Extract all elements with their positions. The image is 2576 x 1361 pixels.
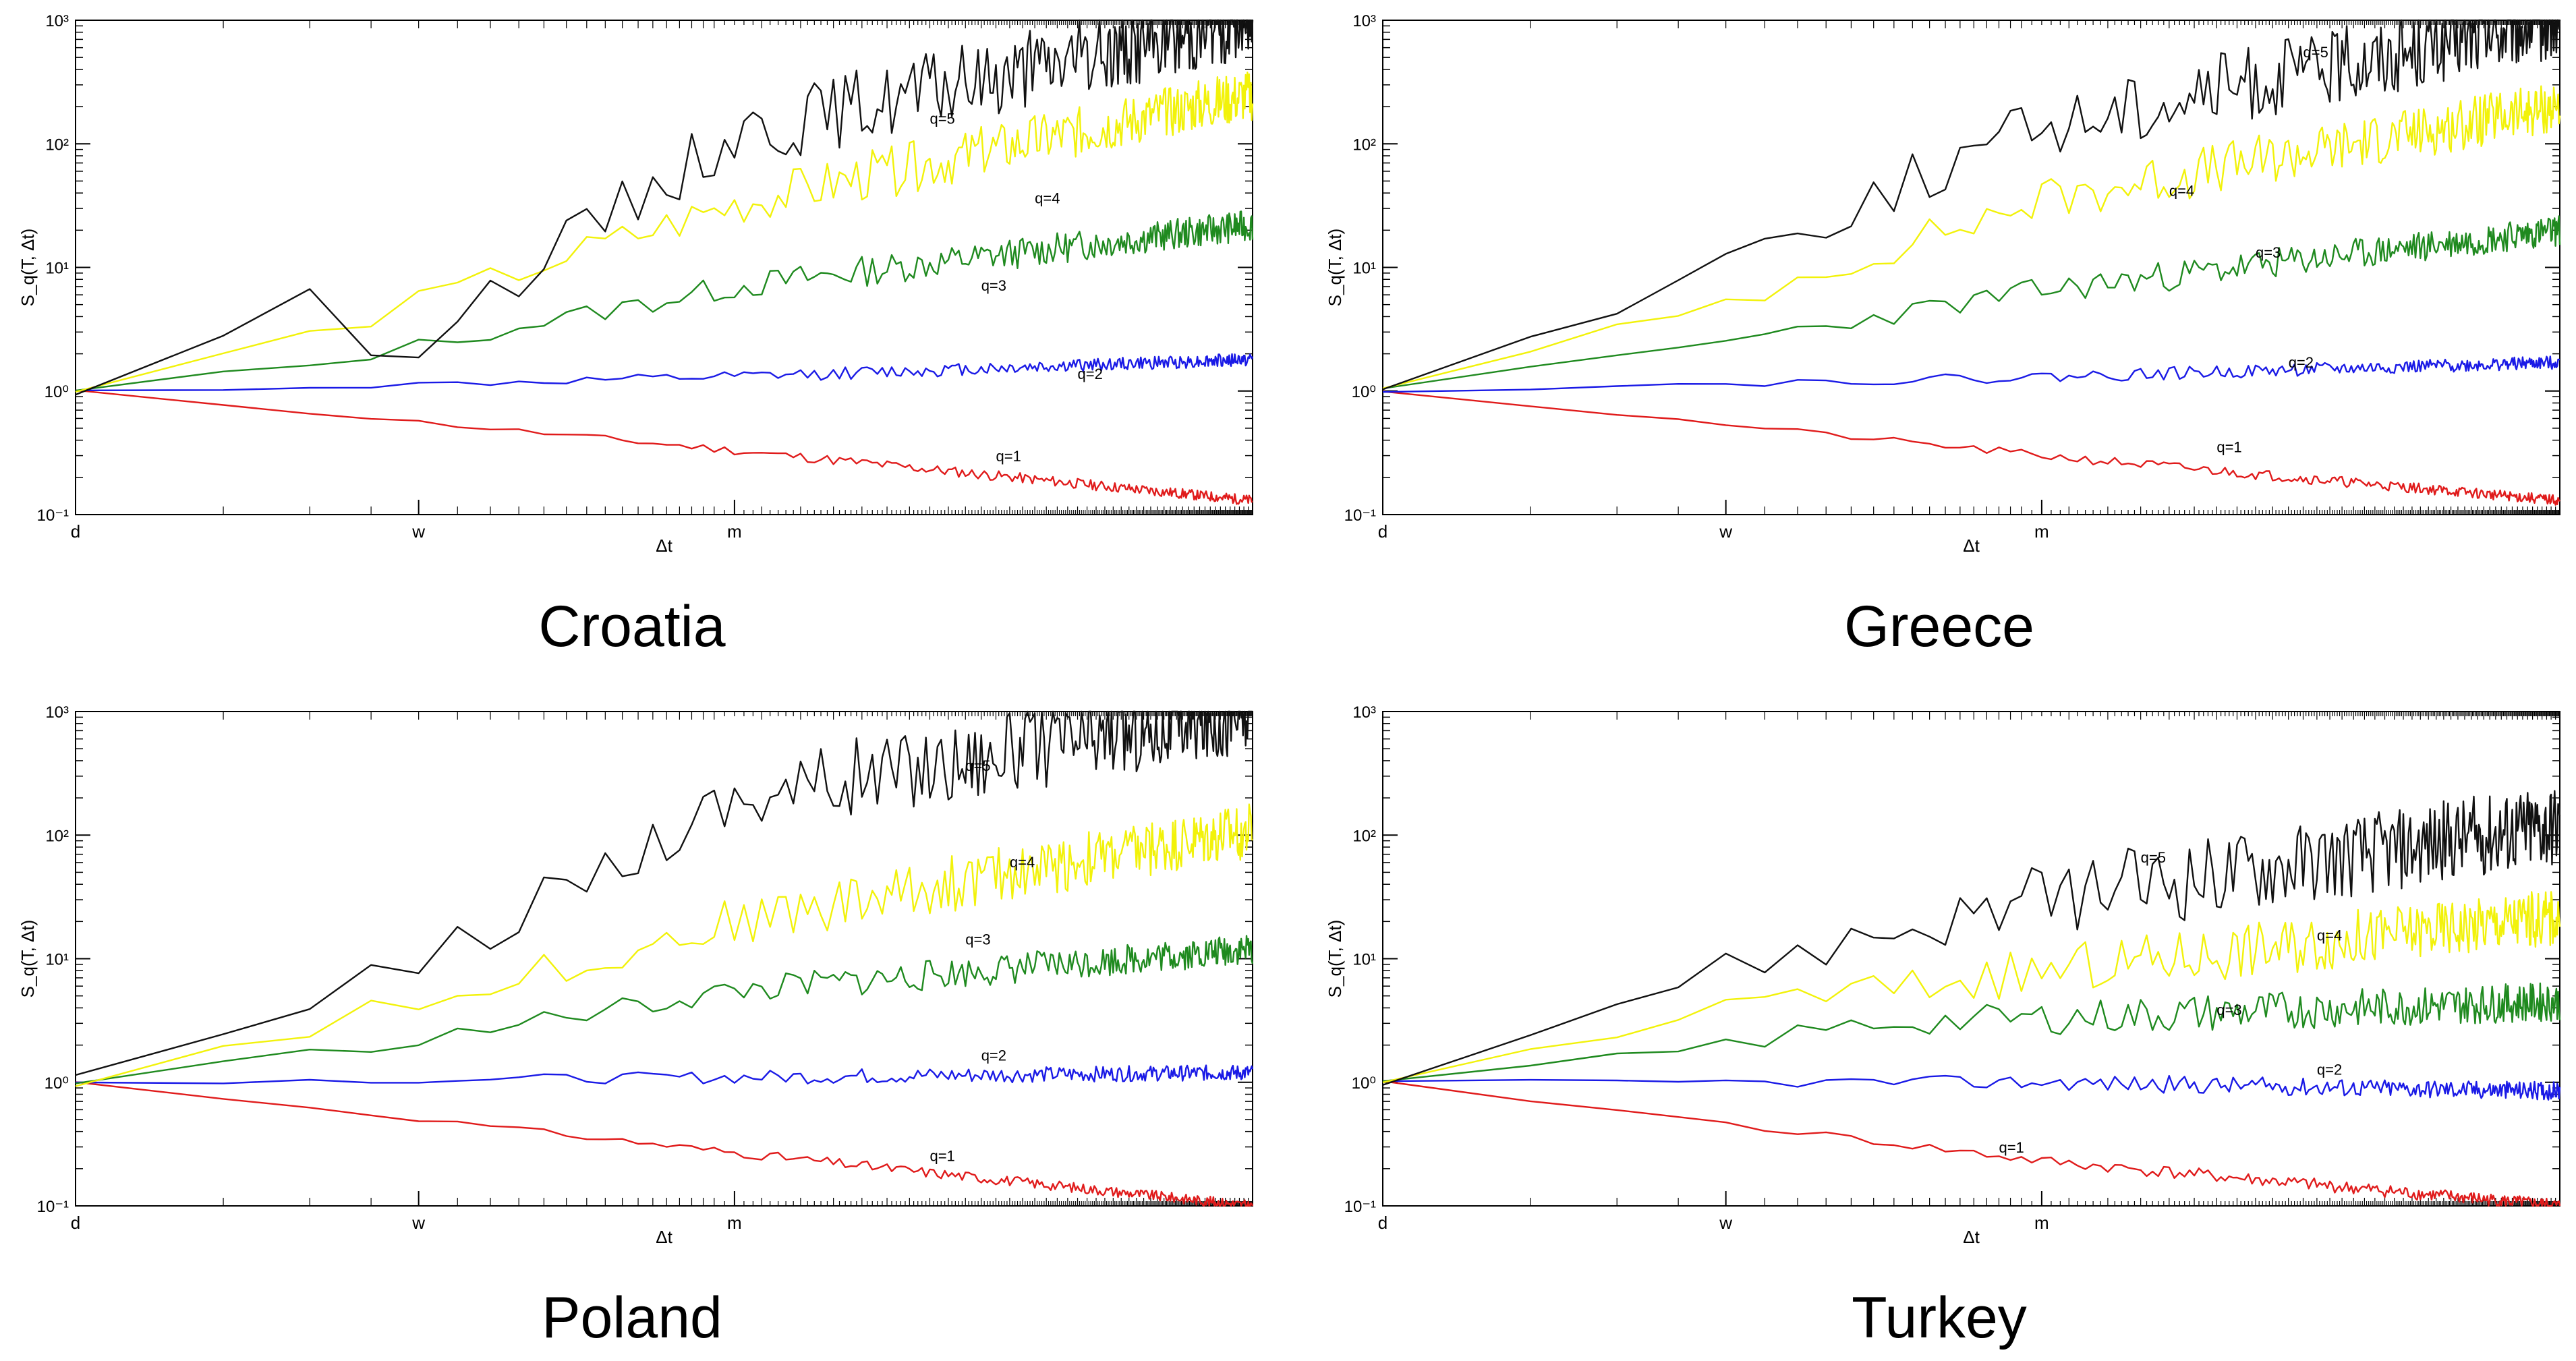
y-tick-label: 10⁰ bbox=[45, 383, 69, 401]
series-line-q=5 bbox=[75, 19, 1254, 396]
x-tick-label-d: d bbox=[71, 521, 80, 542]
series-label-q=5: q=5 bbox=[965, 757, 990, 774]
series-line-q=4 bbox=[75, 803, 1253, 1087]
series-line-q=2 bbox=[1382, 1074, 2561, 1101]
country-label-greece: Greece bbox=[1843, 594, 2035, 659]
y-tick-label: 10³ bbox=[45, 12, 69, 30]
series-label-q=1: q=1 bbox=[929, 1148, 954, 1165]
x-axis-label: Δt bbox=[1963, 535, 1980, 556]
series-line-q=1 bbox=[1382, 390, 2560, 506]
series-line-q=4 bbox=[1382, 891, 2561, 1084]
x-tick-label-d: d bbox=[1378, 1213, 1387, 1233]
x-tick-label-d: d bbox=[71, 1213, 80, 1233]
series-label-q=3: q=3 bbox=[981, 277, 1006, 294]
series-line-q=5 bbox=[1382, 790, 2561, 1086]
y-tick-label: 10³ bbox=[45, 703, 69, 722]
y-axis-label: S_q(T, Δt) bbox=[1325, 920, 1345, 998]
y-tick-label: 10³ bbox=[1352, 12, 1376, 30]
y-tick-label: 10⁰ bbox=[1352, 1074, 1376, 1093]
y-tick-label: 10⁻¹ bbox=[37, 1198, 69, 1216]
series-line-q=3 bbox=[75, 935, 1254, 1084]
series-label-q=4: q=4 bbox=[1035, 190, 1060, 206]
series-line-q=5 bbox=[75, 710, 1253, 1076]
series-line-q=3 bbox=[75, 210, 1254, 392]
series-line-q=2 bbox=[1382, 355, 2560, 393]
x-tick-label-m: m bbox=[727, 521, 742, 542]
x-tick-label-w: w bbox=[1719, 521, 1732, 542]
x-tick-label-m: m bbox=[2034, 521, 2049, 542]
x-tick-label-d: d bbox=[1378, 521, 1387, 542]
y-tick-label: 10¹ bbox=[45, 260, 69, 278]
series-label-q=1: q=1 bbox=[2216, 438, 2241, 455]
x-axis-label: Δt bbox=[656, 1227, 672, 1247]
series-label-q=5: q=5 bbox=[2141, 849, 2166, 866]
series-label-q=1: q=1 bbox=[1999, 1139, 2024, 1156]
plot-frame bbox=[75, 20, 1253, 515]
series-label-q=2: q=2 bbox=[2289, 354, 2314, 371]
series-label-q=2: q=2 bbox=[981, 1047, 1006, 1064]
y-tick-label: 10⁻¹ bbox=[1344, 506, 1376, 525]
y-tick-label: 10⁰ bbox=[1352, 383, 1376, 401]
y-tick-label: 10² bbox=[1352, 136, 1376, 154]
y-axis-label: S_q(T, Δt) bbox=[18, 229, 38, 307]
x-axis-label: Δt bbox=[656, 535, 672, 556]
chart-panel-turkey: 10⁻¹ 10⁰ 10¹ 10² 10³ d w m Δt S_q(T, Δt) q=1 q=2 q=3… bbox=[1325, 703, 2561, 1247]
y-tick-label: 10⁰ bbox=[45, 1074, 69, 1093]
x-tick-label-w: w bbox=[411, 521, 425, 542]
chart-panel-greece: 10⁻¹ 10⁰ 10¹ 10² 10³ d w m Δt S_q(T, Δt) q=1 q=2 q=3… bbox=[1325, 12, 2561, 556]
series-label-q=4: q=4 bbox=[1010, 854, 1035, 871]
y-tick-label: 10¹ bbox=[1352, 951, 1376, 969]
series-line-q=1 bbox=[75, 1081, 1254, 1207]
series-label-q=2: q=2 bbox=[2317, 1062, 2342, 1078]
series-line-q=4 bbox=[1382, 85, 2561, 390]
plot-frame bbox=[75, 711, 1253, 1207]
series-line-q=1 bbox=[1382, 1080, 2561, 1207]
y-tick-label: 10⁻¹ bbox=[1344, 1198, 1376, 1216]
series-label-q=5: q=5 bbox=[2303, 44, 2328, 61]
chart-panel-croatia: 10⁻¹ 10⁰ 10¹ 10² 10³ d w m Δt S_q(T, Δt) q=1 q=2 q=3… bbox=[18, 12, 1254, 556]
series-label-q=3: q=3 bbox=[965, 931, 990, 948]
country-label-croatia: Croatia bbox=[538, 594, 726, 659]
y-tick-label: 10¹ bbox=[1352, 260, 1376, 278]
series-label-q=3: q=3 bbox=[2216, 1002, 2241, 1018]
y-tick-label: 10² bbox=[1352, 827, 1376, 845]
x-tick-label-m: m bbox=[727, 1213, 742, 1233]
y-axis-label: S_q(T, Δt) bbox=[1325, 229, 1345, 307]
series-label-q=4: q=4 bbox=[2317, 927, 2342, 944]
plot-frame bbox=[1382, 711, 2560, 1207]
country-label-turkey: Turkey bbox=[1852, 1285, 2027, 1350]
x-tick-label-w: w bbox=[1719, 1213, 1732, 1233]
x-axis-label: Δt bbox=[1963, 1227, 1980, 1247]
series-line-q=2 bbox=[75, 353, 1254, 392]
series-line-q=5 bbox=[1382, 19, 2561, 390]
series-label-q=3: q=3 bbox=[2256, 244, 2281, 261]
country-label-poland: Poland bbox=[542, 1285, 722, 1350]
series-line-q=4 bbox=[75, 71, 1254, 393]
y-tick-label: 10¹ bbox=[45, 951, 69, 969]
x-tick-label-m: m bbox=[2034, 1213, 2049, 1233]
y-axis-label: S_q(T, Δt) bbox=[18, 920, 38, 998]
series-label-q=1: q=1 bbox=[996, 448, 1021, 465]
series-line-q=3 bbox=[1382, 215, 2561, 390]
series-line-q=1 bbox=[75, 389, 1253, 505]
series-line-q=3 bbox=[1382, 982, 2561, 1082]
series-label-q=5: q=5 bbox=[929, 111, 954, 127]
series-line-q=2 bbox=[75, 1064, 1254, 1084]
x-tick-label-w: w bbox=[411, 1213, 425, 1233]
y-tick-label: 10³ bbox=[1352, 703, 1376, 722]
series-label-q=2: q=2 bbox=[1078, 366, 1103, 382]
y-tick-label: 10² bbox=[45, 136, 69, 154]
y-tick-label: 10² bbox=[45, 827, 69, 845]
plot-frame bbox=[1382, 20, 2560, 515]
chart-panel-poland: 10⁻¹ 10⁰ 10¹ 10² 10³ d w m Δt S_q(T, Δt) q=1 q=2 q=3… bbox=[18, 703, 1254, 1247]
series-label-q=4: q=4 bbox=[2169, 182, 2194, 199]
y-tick-label: 10⁻¹ bbox=[37, 506, 69, 525]
